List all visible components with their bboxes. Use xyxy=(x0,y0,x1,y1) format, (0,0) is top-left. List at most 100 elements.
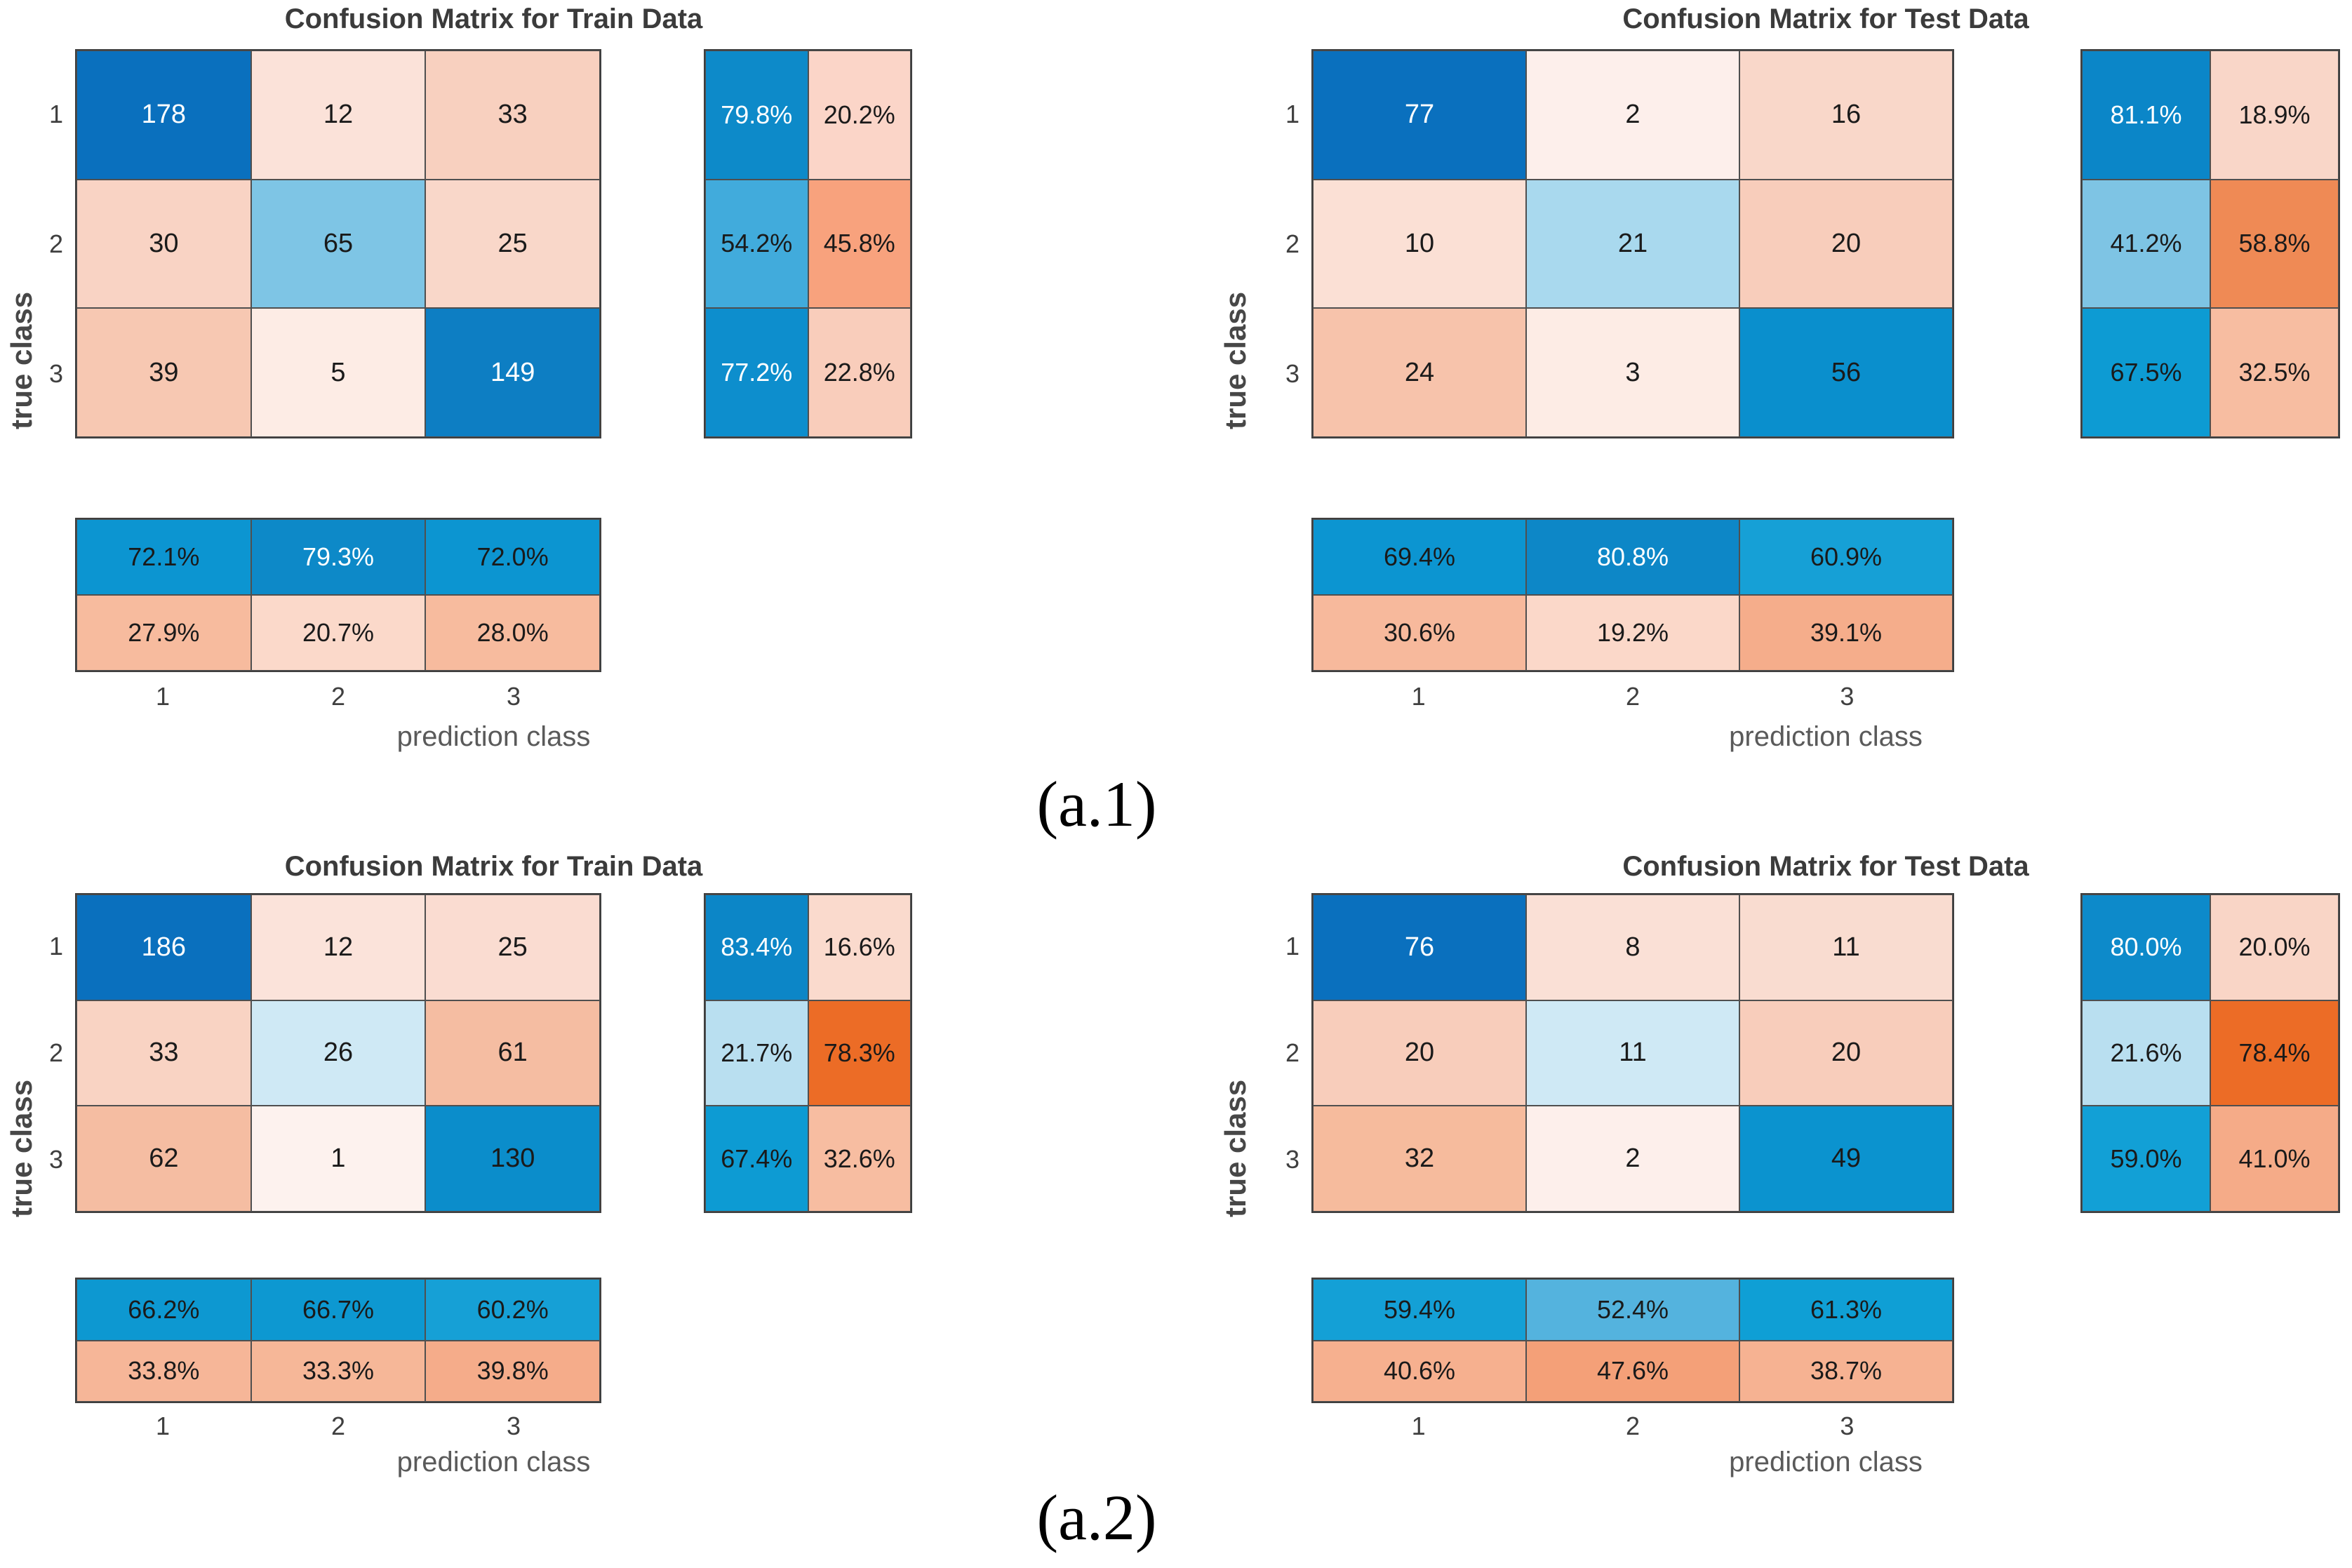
col-summary-cell: 61.3% xyxy=(1739,1279,1953,1341)
column-summary-grid: 72.1% 79.3% 72.0% 27.9% 20.7% 28.0% xyxy=(75,518,601,672)
x-tick-labels: 1 2 3 xyxy=(75,682,601,717)
matrix-cell: 56 xyxy=(1739,308,1953,437)
matrix-cell: 33 xyxy=(76,1000,251,1106)
y-tick-label: 3 xyxy=(48,1145,63,1174)
x-tick-label: 1 xyxy=(155,682,171,711)
matrix-cell: 25 xyxy=(425,894,600,1000)
matrix-cell: 2 xyxy=(1526,51,1739,180)
col-summary-cell: 80.8% xyxy=(1526,519,1739,595)
row-summary-cell: 59.0% xyxy=(2082,1106,2210,1212)
col-summary-cell: 30.6% xyxy=(1313,595,1526,671)
row-summary-cell: 67.4% xyxy=(705,1106,808,1212)
y-tick-label: 3 xyxy=(1285,1145,1299,1174)
x-tick-label: 2 xyxy=(1625,682,1640,711)
col-summary-cell: 52.4% xyxy=(1526,1279,1739,1341)
row-summary-cell: 21.7% xyxy=(705,1000,808,1106)
col-summary-cell: 28.0% xyxy=(425,595,600,671)
col-summary-cell: 60.9% xyxy=(1739,519,1953,595)
column-summary-grid: 59.4% 52.4% 61.3% 40.6% 47.6% 38.7% xyxy=(1311,1278,1954,1403)
x-tick-labels: 1 2 3 xyxy=(1311,1412,1954,1445)
matrix-cell: 130 xyxy=(425,1106,600,1212)
matrix-cell: 49 xyxy=(1739,1106,1953,1212)
x-axis-label: prediction class xyxy=(396,1447,591,1477)
row-summary-cell: 32.6% xyxy=(808,1106,911,1212)
y-tick-label: 1 xyxy=(1285,932,1299,960)
column-summary-grid: 69.4% 80.8% 60.9% 30.6% 19.2% 39.1% xyxy=(1311,518,1954,672)
row-summary-cell: 20.0% xyxy=(2210,894,2339,1000)
x-tick-label: 2 xyxy=(330,682,346,711)
x-tick-label: 1 xyxy=(1411,1412,1426,1440)
y-tick-label: 2 xyxy=(48,1038,63,1067)
y-tick-label: 3 xyxy=(1285,359,1299,388)
y-tick-label: 1 xyxy=(48,99,63,128)
row-summary-cell: 83.4% xyxy=(705,894,808,1000)
matrix-cell: 186 xyxy=(76,894,251,1000)
matrix-cell: 62 xyxy=(76,1106,251,1212)
row-summary-cell: 41.2% xyxy=(2082,179,2210,309)
matrix-cell: 77 xyxy=(1313,51,1526,180)
matrix-cell: 8 xyxy=(1526,894,1739,1000)
col-summary-cell: 39.1% xyxy=(1739,595,1953,671)
matrix-cell: 30 xyxy=(76,179,251,309)
matrix-cell: 10 xyxy=(1313,179,1526,309)
col-summary-cell: 20.7% xyxy=(250,595,426,671)
y-tick-label: 1 xyxy=(48,932,63,960)
matrix-cell: 12 xyxy=(250,894,426,1000)
row-summary-cell: 67.5% xyxy=(2082,308,2210,437)
matrix-cell: 20 xyxy=(1313,1000,1526,1106)
x-tick-label: 2 xyxy=(330,1412,346,1440)
matrix-cell: 20 xyxy=(1739,1000,1953,1106)
matrix-cell: 149 xyxy=(425,308,600,437)
row-summary-cell: 20.2% xyxy=(808,51,911,180)
row-summary-cell: 77.2% xyxy=(705,308,808,437)
row-summary-grid: 81.1% 18.9% 41.2% 58.8% 67.5% 32.5% xyxy=(2080,49,2340,438)
matrix-cell: 26 xyxy=(250,1000,426,1106)
row-summary-cell: 41.0% xyxy=(2210,1106,2339,1212)
figure-caption-a1: (a.1) xyxy=(1036,768,1157,840)
row-summary-cell: 78.3% xyxy=(808,1000,911,1106)
figure-caption-a2: (a.2) xyxy=(1036,1482,1157,1553)
col-summary-cell: 27.9% xyxy=(76,595,251,671)
y-tick-label: 2 xyxy=(1285,1038,1299,1067)
matrix-cell: 65 xyxy=(250,179,426,309)
y-tick-labels: 1 2 3 xyxy=(1247,893,1299,1213)
row-summary-cell: 21.6% xyxy=(2082,1000,2210,1106)
matrix-cell: 1 xyxy=(250,1106,426,1212)
y-tick-labels: 1 2 3 xyxy=(11,893,63,1213)
y-tick-label: 1 xyxy=(1285,99,1299,128)
matrix-cell: 178 xyxy=(76,51,251,180)
matrix-cell: 20 xyxy=(1739,179,1953,309)
col-summary-cell: 47.6% xyxy=(1526,1340,1739,1402)
col-summary-cell: 39.8% xyxy=(425,1340,600,1402)
col-summary-cell: 40.6% xyxy=(1313,1340,1526,1402)
matrix-cell: 16 xyxy=(1739,51,1953,180)
row-summary-grid: 80.0% 20.0% 21.6% 78.4% 59.0% 41.0% xyxy=(2080,893,2340,1213)
matrix-cell: 11 xyxy=(1739,894,1953,1000)
x-axis-label: prediction class xyxy=(1729,1447,1923,1477)
matrix-cell: 5 xyxy=(250,308,426,437)
y-tick-label: 3 xyxy=(48,359,63,388)
chart-title: Confusion Matrix for Train Data xyxy=(284,4,703,34)
x-axis-label: prediction class xyxy=(396,721,591,752)
row-summary-cell: 22.8% xyxy=(808,308,911,437)
col-summary-cell: 66.2% xyxy=(76,1279,251,1341)
x-tick-labels: 1 2 3 xyxy=(1311,682,1954,717)
column-summary-grid: 66.2% 66.7% 60.2% 33.8% 33.3% 39.8% xyxy=(75,1278,601,1403)
x-tick-label: 3 xyxy=(506,682,521,711)
x-tick-label: 3 xyxy=(506,1412,521,1440)
x-tick-label: 2 xyxy=(1625,1412,1640,1440)
x-tick-label: 3 xyxy=(1840,682,1855,711)
matrix-cell: 12 xyxy=(250,51,426,180)
col-summary-cell: 66.7% xyxy=(250,1279,426,1341)
y-tick-labels: 1 2 3 xyxy=(11,49,63,438)
confusion-matrix-grid: 76 8 11 20 11 20 32 2 49 xyxy=(1311,893,1954,1213)
col-summary-cell: 33.8% xyxy=(76,1340,251,1402)
matrix-cell: 61 xyxy=(425,1000,600,1106)
col-summary-cell: 19.2% xyxy=(1526,595,1739,671)
confusion-matrix-grid: 77 2 16 10 21 20 24 3 56 xyxy=(1311,49,1954,438)
col-summary-cell: 69.4% xyxy=(1313,519,1526,595)
confusion-matrix-grid: 186 12 25 33 26 61 62 1 130 xyxy=(75,893,601,1213)
x-tick-label: 1 xyxy=(155,1412,171,1440)
row-summary-cell: 81.1% xyxy=(2082,51,2210,180)
confusion-matrix-grid: 178 12 33 30 65 25 39 5 149 xyxy=(75,49,601,438)
